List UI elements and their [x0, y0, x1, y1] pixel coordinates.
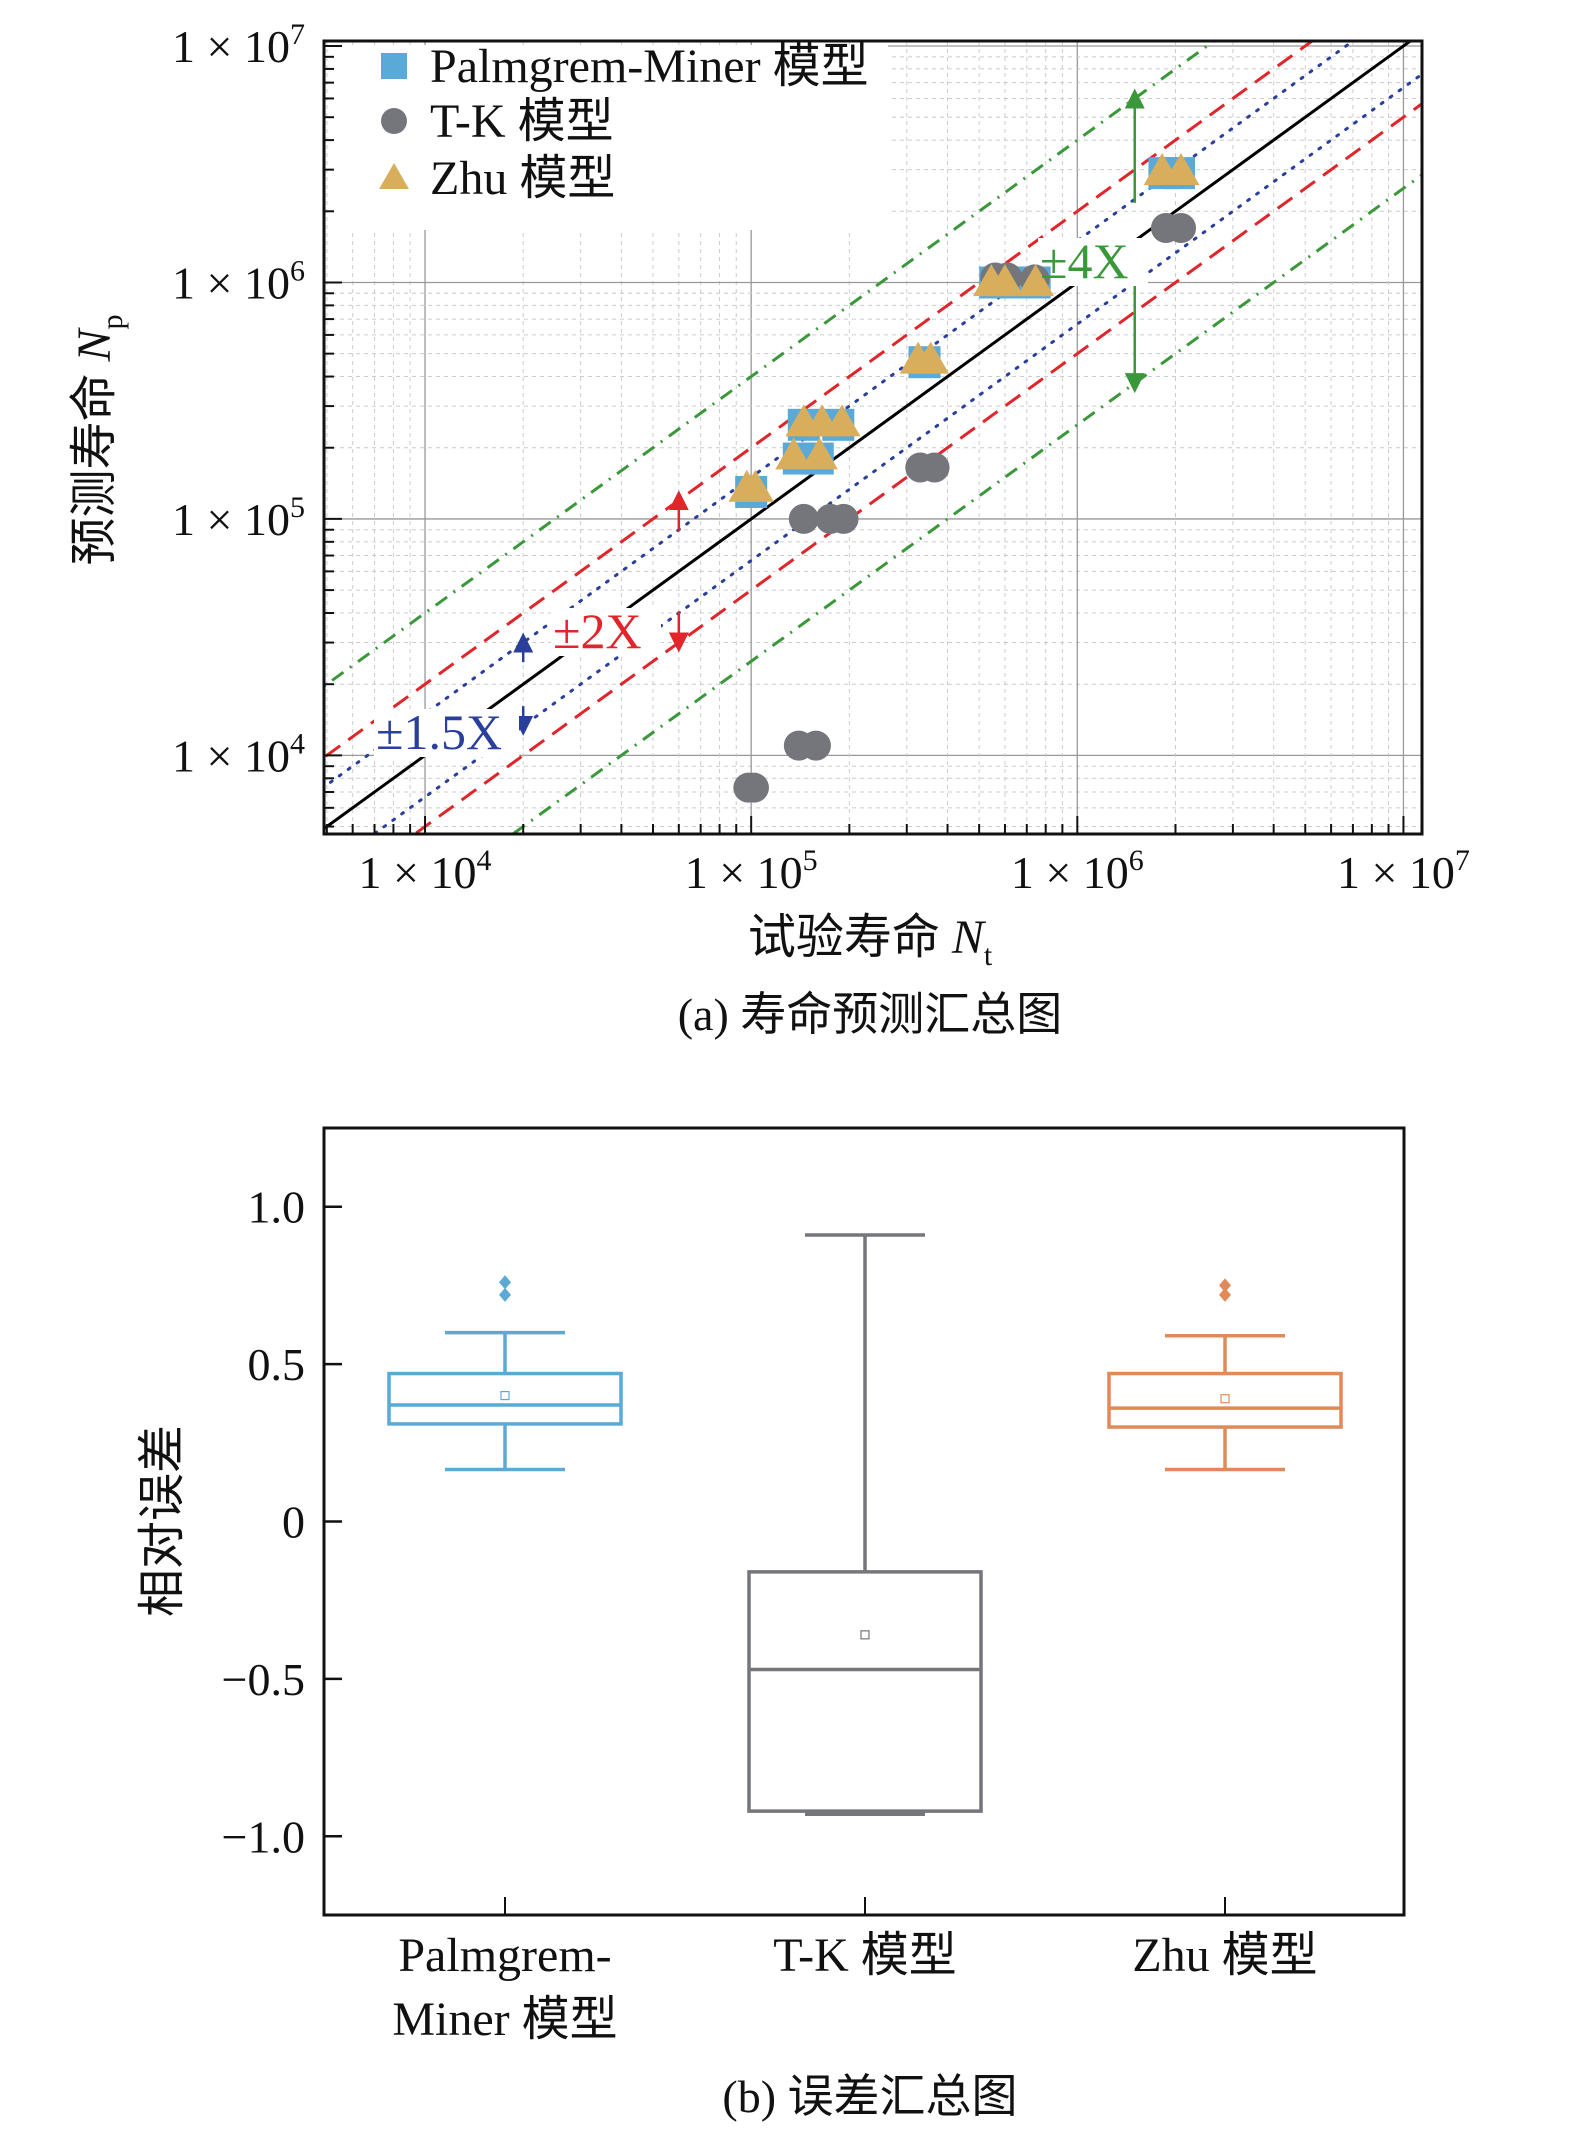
y-tick-label: 0: [282, 1497, 305, 1548]
data-point-circle: [1166, 212, 1197, 243]
band-label-bg: [551, 608, 661, 656]
tick-exponent: 7: [1455, 844, 1470, 877]
y-tick-label: −1.0: [222, 1811, 305, 1862]
legend-marker-circle: [381, 108, 407, 134]
y-axis-label: 预测寿命 Np: [68, 314, 129, 565]
tick-exponent: 7: [290, 18, 305, 51]
x-tick-label: 1 × 104: [359, 844, 492, 898]
legend-label: T-K 模型: [430, 95, 614, 148]
category-label: Palmgrem-: [398, 1929, 611, 1982]
outlier-point: [499, 1287, 511, 1302]
outlier-point: [499, 1275, 511, 1290]
category-label: Miner 模型: [392, 1993, 617, 2046]
x-axis-label: 试验寿命 Nt: [748, 911, 993, 972]
tick-base: 1 × 10: [685, 847, 803, 898]
y-tick-label: −0.5: [222, 1654, 305, 1705]
error-box-plot: Palmgrem- Miner 模型 T-K 模型 Zhu 模型 1.0 0.5 0 −0.5…: [136, 1126, 1406, 2046]
mean-marker: [500, 1390, 510, 1401]
tick-exponent: 6: [290, 254, 305, 287]
data-point-circle: [828, 503, 859, 534]
x-axis-label-text: 试验寿命: [748, 911, 952, 964]
data-point-triangle: [986, 264, 1024, 297]
chart-a-caption: (a) 寿命预测汇总图: [678, 989, 1063, 1040]
data-point-circle: [800, 730, 831, 761]
data-point-circle: [738, 772, 769, 803]
plot-area: [324, 41, 1422, 834]
tick-base: 1 × 10: [172, 730, 290, 781]
legend-label: Palmgrem-Miner 模型: [430, 40, 869, 93]
x-tick-label: 1 × 106: [1011, 844, 1144, 898]
legend-marker-square: [381, 53, 407, 79]
y-tick-label: 0.5: [248, 1339, 306, 1390]
band-label-bg: [374, 709, 519, 757]
interquartile-box: [1107, 1371, 1343, 1429]
tick-exponent: 4: [477, 844, 492, 877]
y-tick-label: 1.0: [248, 1182, 306, 1233]
outlier-point: [1219, 1278, 1231, 1293]
band-line-1x: [324, 41, 1413, 831]
y-axis-label-sub: p: [96, 314, 129, 329]
interquartile-box: [747, 1570, 983, 1813]
category-label: T-K 模型: [773, 1929, 957, 1982]
tick-exponent: 5: [290, 491, 305, 524]
tick-base: 1 × 10: [172, 494, 290, 545]
data-point-triangle: [1017, 264, 1055, 297]
data-point-triangle: [801, 437, 838, 470]
category-label: Zhu 模型: [1132, 1929, 1317, 1982]
data-point-triangle: [775, 437, 813, 470]
data-point-triangle: [1162, 152, 1200, 185]
tick-base: 1 × 10: [1011, 847, 1129, 898]
y-tick-label: 1 × 105: [172, 491, 305, 545]
data-point-circle: [919, 452, 950, 483]
tick-exponent: 4: [290, 727, 305, 760]
box-0: [387, 1275, 623, 1472]
x-tick-label: 1 × 107: [1337, 844, 1470, 898]
data-point-circle: [788, 503, 819, 534]
y-axis-label: 相对误差: [136, 1425, 189, 1617]
tick-base: 1 × 10: [1337, 847, 1455, 898]
y-tick-label: 1 × 106: [172, 254, 305, 308]
data-point-triangle: [912, 341, 950, 374]
band-label-2x: ±2X: [553, 603, 642, 659]
plot-frame: [322, 39, 1424, 836]
tick-base: 1 × 10: [359, 847, 477, 898]
interquartile-box: [387, 1371, 623, 1426]
x-axis-label-var: N: [951, 911, 987, 964]
y-axis-label-text: 预测寿命: [68, 362, 121, 566]
tick-base: 1 × 10: [172, 257, 290, 308]
mean-marker: [1220, 1394, 1230, 1404]
band-label-1.5x: ±1.5X: [376, 704, 502, 760]
y-tick-label: 1 × 104: [172, 727, 305, 781]
x-tick-label: 1 × 105: [685, 844, 818, 898]
legend-label: Zhu 模型: [430, 152, 615, 205]
tick-exponent: 6: [1129, 844, 1144, 877]
x-axis-label-sub: t: [984, 939, 993, 972]
band-label-4x: ±4X: [1040, 233, 1129, 289]
legend-background: [328, 45, 888, 230]
tick-exponent: 5: [803, 844, 818, 877]
mean-marker: [860, 1630, 870, 1640]
data-point-triangle: [736, 469, 774, 502]
y-axis-label-var: N: [68, 327, 121, 363]
tick-base: 1 × 10: [172, 21, 290, 72]
box-2: [1107, 1278, 1343, 1472]
legend-marker-triangle: [379, 163, 409, 190]
band-label-bg: [1038, 238, 1148, 286]
data-point-triangle: [823, 404, 861, 437]
outlier-point: [1219, 1287, 1231, 1302]
box-1: [747, 1233, 983, 1817]
chart-b-caption: (b) 误差汇总图: [722, 2071, 1017, 2122]
y-tick-label: 1 × 107: [172, 18, 305, 72]
